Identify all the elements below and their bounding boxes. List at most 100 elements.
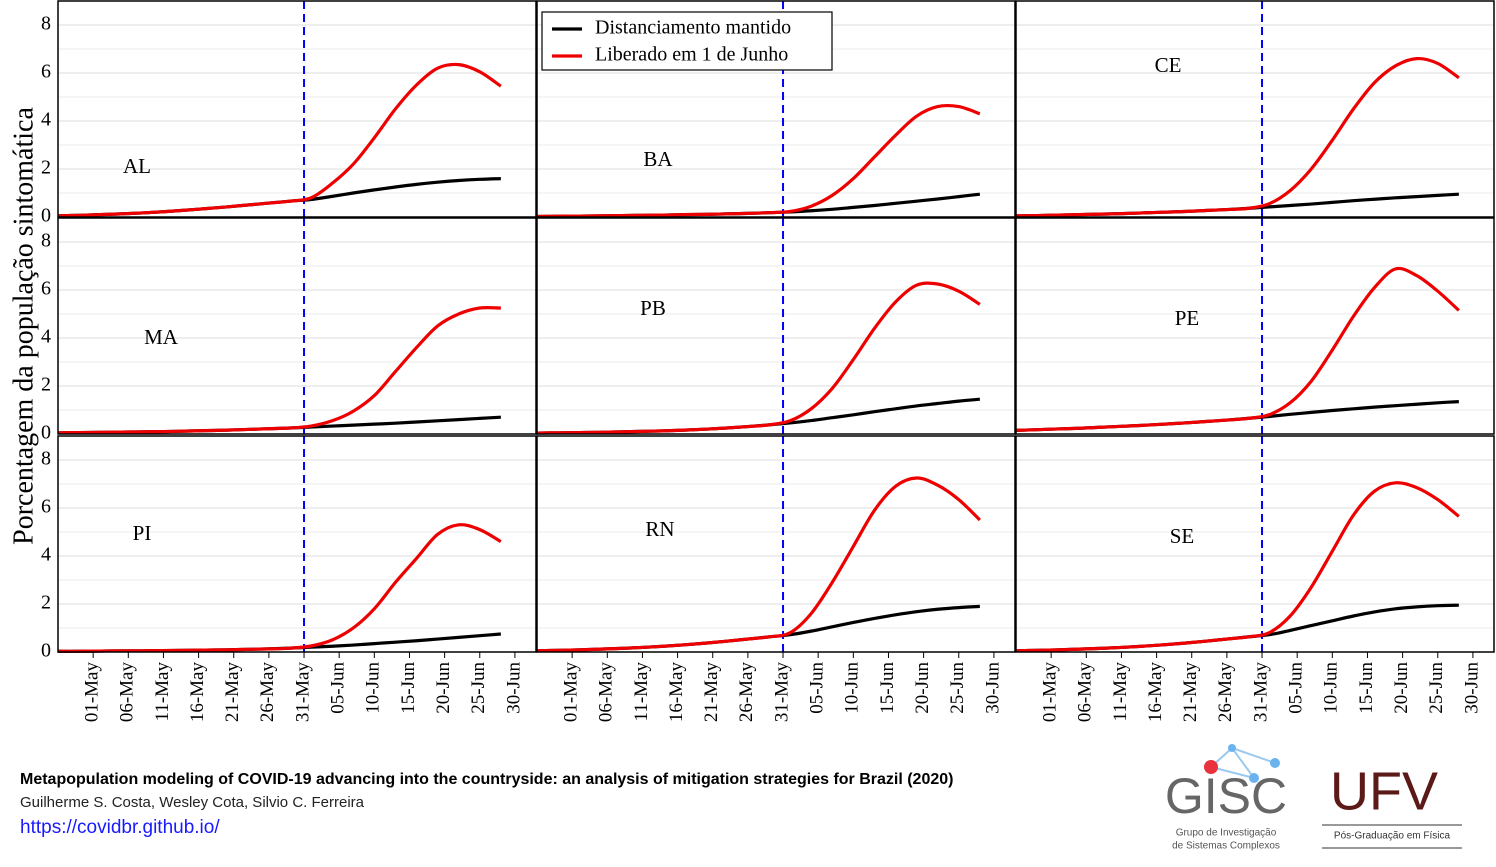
panel-frame: [536, 435, 1016, 653]
x-tick-label: 20-Jun: [1391, 662, 1412, 714]
y-tick-label: 6: [41, 61, 51, 83]
panel-frame: [536, 217, 1016, 435]
y-axis-label: Porcentagem da população sintomática: [8, 107, 39, 545]
series-line: [1015, 266, 1460, 432]
x-tick-label: 30-Jun: [982, 662, 1003, 714]
gisc-subtitle: de Sistemas Complexos: [1172, 841, 1280, 852]
x-tick-label: 05-Jun: [328, 662, 349, 714]
x-tick-label: 15-Jun: [398, 662, 419, 714]
gisc-logo: GISC Grupo de Investigação de Sistemas C…: [1165, 744, 1287, 852]
x-tick-label: 25-Jun: [468, 662, 489, 714]
series-line: [536, 604, 980, 653]
x-tick-label: 15-Jun: [877, 662, 898, 714]
panel-frame: [57, 217, 537, 435]
y-tick-label: 2: [41, 157, 51, 179]
series-line: [57, 177, 501, 218]
legend: Distanciamento mantido Liberado em 1 de J…: [541, 11, 833, 71]
x-tick-label: 15-Jun: [1356, 662, 1377, 714]
series-line: [1015, 56, 1460, 218]
x-tick-label: 06-May: [117, 662, 138, 723]
panel-frame: [536, 0, 1016, 218]
logo-node: [1228, 744, 1236, 752]
x-tick-label: 06-May: [596, 662, 617, 723]
panel-label: PB: [640, 296, 666, 320]
panel-label: PE: [1175, 306, 1200, 330]
x-tick-label: 26-May: [736, 662, 757, 723]
series-line: [57, 62, 502, 218]
x-tick-label: 01-May: [82, 662, 103, 723]
x-tick-label: 16-May: [1145, 662, 1166, 723]
panel: 0 2 4 6 8 MA: [41, 217, 537, 444]
y-tick-label: 6: [41, 278, 51, 300]
series-line: [536, 476, 981, 653]
y-tick-label: 4: [41, 109, 51, 131]
logo-edge: [1231, 747, 1276, 764]
legend-label: Distanciamento mantido: [595, 17, 791, 39]
panel: PE: [1015, 217, 1495, 435]
y-tick-label: 0: [41, 205, 51, 227]
panel: PB: [536, 217, 1016, 435]
footer-url[interactable]: https://covidbr.github.io/: [20, 817, 220, 838]
x-tick-label: 21-May: [701, 662, 722, 723]
series-line: [536, 397, 980, 435]
ufv-logo: UFV Pós-Graduação em Física: [1322, 761, 1462, 849]
y-tick-label: 8: [41, 13, 51, 35]
legend-box: [541, 11, 833, 71]
series-line: [57, 523, 502, 653]
logo-edge: [1210, 766, 1255, 779]
x-tick-label: 20-Jun: [912, 662, 933, 714]
x-tick-label: 10-Jun: [842, 662, 863, 714]
panel-label: AL: [123, 154, 151, 178]
x-tick-label: 01-May: [561, 662, 582, 723]
x-tick-label: 01-May: [1040, 662, 1061, 723]
panel: 0 2 4 6 8 PI 01-May 06-May 11-May 16-May 21-May 26-…: [41, 435, 537, 723]
series-line: [536, 103, 981, 219]
series-line: [536, 281, 981, 435]
logo-edge: [1231, 747, 1255, 779]
y-tick-label: 0: [41, 422, 51, 444]
x-tick-label: 11-May: [152, 662, 173, 722]
x-tick-label: 30-Jun: [1461, 662, 1482, 714]
panel-frame: [1015, 0, 1495, 218]
x-tick-label: 05-Jun: [1286, 662, 1307, 714]
panel-label: RN: [645, 517, 674, 541]
x-tick-label: 11-May: [631, 662, 652, 722]
y-tick-label: 2: [41, 592, 51, 614]
panel: 0 2 4 6 8 AL: [41, 0, 537, 227]
logo-node: [1270, 758, 1280, 768]
panel-frame: [1015, 217, 1495, 435]
panel-frame: [57, 0, 537, 218]
x-tick-label: 31-May: [292, 662, 313, 723]
x-tick-label: 10-Jun: [363, 662, 384, 714]
panel-frame: [1015, 435, 1495, 653]
y-tick-label: 6: [41, 496, 51, 518]
x-tick-label: 11-May: [1110, 662, 1131, 722]
x-tick-label: 20-Jun: [433, 662, 454, 714]
x-tick-label: 26-May: [1215, 662, 1236, 723]
panel-label: BA: [643, 147, 673, 171]
x-tick-label: 30-Jun: [503, 662, 524, 714]
x-tick-label: 26-May: [257, 662, 278, 723]
x-tick-label: 21-May: [222, 662, 243, 723]
series-line: [1015, 400, 1459, 432]
y-tick-label: 4: [41, 326, 51, 348]
footer-authors: Guilherme S. Costa, Wesley Cota, Silvio …: [20, 794, 365, 811]
y-tick-label: 8: [41, 448, 51, 470]
logo-node: [1204, 760, 1218, 774]
x-tick-label: 10-Jun: [1321, 662, 1342, 714]
ufv-subtitle: Pós-Graduação em Física: [1334, 831, 1451, 842]
logo-node: [1249, 773, 1259, 783]
y-tick-label: 2: [41, 374, 51, 396]
series-line: [57, 305, 501, 435]
legend-label: Liberado em 1 de Junho: [595, 44, 788, 66]
panel: CE: [1015, 0, 1495, 218]
x-tick-label: 21-May: [1180, 662, 1201, 723]
gisc-text: GISC: [1165, 768, 1287, 824]
panel: SE 01-May 06-May 11-May 16-May 21-May 26-May 31…: [1015, 435, 1495, 723]
x-tick-label: 31-May: [1250, 662, 1271, 723]
panel-frame: [57, 435, 537, 653]
x-tick-label: 25-Jun: [947, 662, 968, 714]
panel-label: SE: [1170, 524, 1195, 548]
series-line: [1015, 481, 1460, 653]
